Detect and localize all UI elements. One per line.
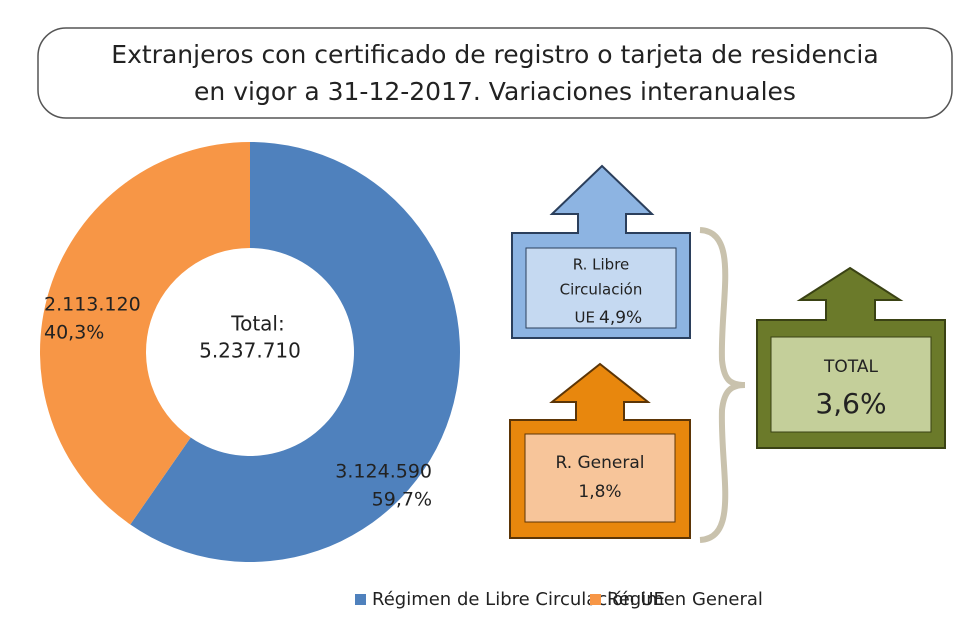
variation-label: UE (575, 309, 595, 327)
value-label: 3.124.590 (335, 461, 432, 483)
variation-label: TOTAL (823, 357, 878, 377)
variation-label: R. Libre (573, 256, 630, 274)
arrow-inner (524, 433, 676, 523)
share-label: 40,3% (44, 322, 104, 344)
variation-label: R. General (555, 453, 644, 473)
value-label: 2.113.120 (44, 294, 141, 316)
variation-value: 1,8% (578, 482, 621, 502)
variation-label: Circulación (560, 281, 643, 299)
variation-value: 3,6% (815, 387, 886, 420)
center-label: Total: (230, 312, 284, 336)
share-label: 59,7% (372, 489, 432, 511)
legend-swatch (355, 594, 366, 605)
total-label: 5.237.710 (199, 339, 301, 363)
arrow-inner (525, 247, 677, 329)
brace (699, 227, 746, 543)
title-line: Extranjeros con certificado de registro … (111, 40, 878, 69)
variation-value: 4,9% (599, 308, 642, 328)
arrow-inner (770, 336, 932, 433)
title-box (37, 27, 953, 119)
title-line: en vigor a 31-12-2017. Variaciones inter… (194, 77, 796, 106)
donut-slice (130, 142, 461, 562)
legend-label: Régimen General (607, 589, 763, 610)
legend-swatch (590, 594, 601, 605)
donut-slice (40, 142, 250, 525)
